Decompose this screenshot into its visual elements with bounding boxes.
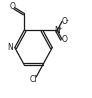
Text: O: O xyxy=(62,35,68,44)
Text: O: O xyxy=(62,17,68,26)
Text: -: - xyxy=(66,16,69,25)
Text: O: O xyxy=(9,2,15,11)
Text: Cl: Cl xyxy=(30,75,37,84)
Text: N: N xyxy=(54,26,60,35)
Text: +: + xyxy=(57,25,62,31)
Text: N: N xyxy=(7,43,13,52)
